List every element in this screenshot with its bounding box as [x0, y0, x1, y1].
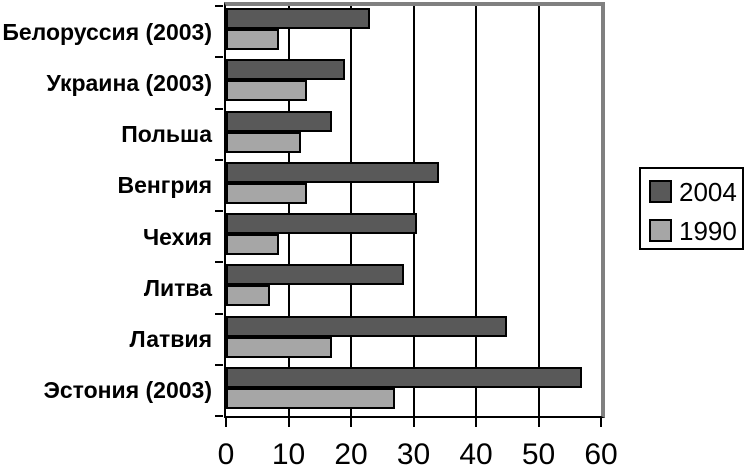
y-axis-tick: [215, 210, 223, 212]
x-axis-tick: [600, 418, 602, 427]
x-tick-label: 60: [584, 438, 618, 469]
category-label: Украина (2003): [46, 69, 212, 96]
y-axis-tick: [215, 5, 223, 7]
x-axis-tick: [350, 418, 352, 427]
bar-1990: [226, 80, 308, 102]
legend-entry-1990: 1990: [649, 214, 742, 247]
bar-2004: [226, 110, 333, 132]
category-label: Белоруссия (2003): [2, 18, 212, 45]
bar-1990: [226, 182, 308, 204]
bar-2004: [226, 161, 439, 183]
bar-1990: [226, 234, 280, 255]
y-axis-tick: [215, 415, 223, 417]
y-axis-tick: [215, 363, 223, 366]
x-tick-label: 20: [334, 438, 368, 469]
bar-1990: [226, 387, 395, 409]
x-tick-label: 10: [271, 438, 306, 469]
legend-label-2004: 2004: [679, 176, 737, 207]
gridline: [350, 6, 352, 416]
category-label: Венгрия: [117, 172, 212, 199]
gridline: [287, 6, 290, 416]
legend: 2004 1990: [639, 167, 744, 250]
category-label: Эстония (2003): [43, 377, 213, 404]
bar-2004: [226, 213, 417, 234]
bar-2004: [226, 8, 370, 29]
legend-swatch-1990: [649, 219, 672, 242]
bar-2004: [226, 315, 508, 337]
x-tick-label: 0: [217, 438, 235, 469]
x-axis-tick: [475, 418, 477, 427]
legend-swatch-2004: [649, 180, 672, 203]
category-label: Чехия: [143, 223, 212, 250]
category-label: Литва: [143, 274, 212, 301]
gridline: [412, 6, 415, 416]
y-axis-tick: [215, 261, 223, 264]
bar-1990: [226, 336, 333, 358]
x-tick-label: 50: [521, 438, 556, 469]
legend-entry-2004: 2004: [649, 175, 742, 208]
bar-2004: [226, 59, 345, 81]
bar-1990: [226, 285, 270, 307]
bar-2004: [226, 264, 405, 286]
bar-1990: [226, 29, 280, 50]
category-label: Польша: [121, 121, 212, 148]
y-axis-tick: [215, 158, 223, 161]
x-axis-tick: [412, 418, 415, 427]
x-axis-tick: [225, 418, 227, 427]
x-tick-label: 40: [459, 438, 493, 469]
legend-label-1990: 1990: [679, 215, 737, 246]
bar-2004: [226, 366, 583, 388]
y-axis-tick: [215, 56, 223, 59]
category-label: Латвия: [129, 326, 212, 353]
gridline: [537, 6, 540, 416]
y-axis-tick: [215, 312, 223, 315]
x-axis-tick: [287, 418, 290, 427]
x-tick-label: 30: [396, 438, 431, 469]
bar-1990: [226, 131, 301, 153]
y-axis-tick: [215, 107, 223, 110]
gridline: [475, 6, 477, 416]
plot-area: [224, 2, 605, 418]
x-axis-tick: [537, 418, 540, 427]
